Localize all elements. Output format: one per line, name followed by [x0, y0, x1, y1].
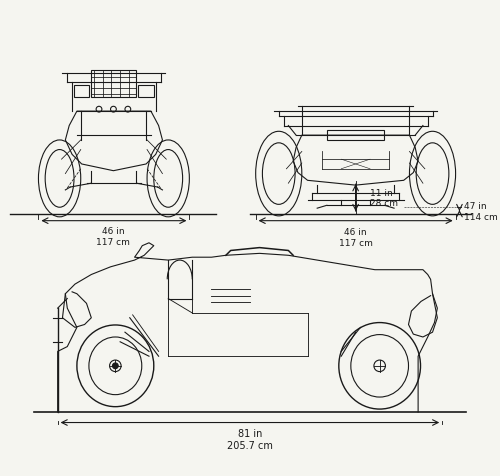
Bar: [92, 70, 136, 98]
Bar: [74, 86, 90, 98]
Text: 47 in
114 cm: 47 in 114 cm: [464, 202, 498, 221]
Text: 46 in
117 cm: 46 in 117 cm: [338, 228, 372, 248]
Text: 81 in
205.7 cm: 81 in 205.7 cm: [227, 428, 273, 450]
Circle shape: [112, 363, 118, 369]
Text: 46 in
117 cm: 46 in 117 cm: [96, 227, 130, 246]
Bar: [327, 131, 384, 140]
Bar: [138, 86, 154, 98]
Text: 11 in
28 cm: 11 in 28 cm: [370, 188, 398, 208]
